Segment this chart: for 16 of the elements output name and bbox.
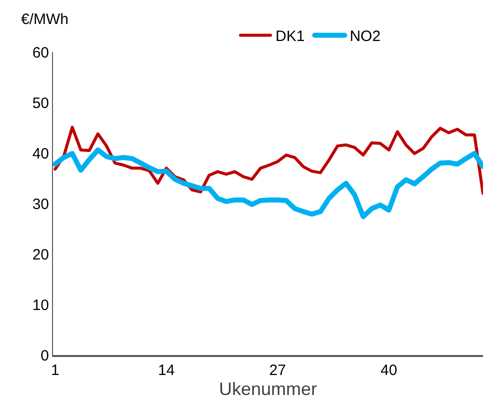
y-tick-label: 10 (32, 296, 49, 314)
legend-label: DK1 (276, 28, 305, 46)
y-tick-label: 20 (32, 246, 49, 264)
x-tick-label: 40 (380, 362, 398, 379)
legend-label: NO2 (350, 28, 381, 46)
y-axis-title: €/MWh (21, 11, 69, 28)
x-tick-label: 14 (158, 362, 175, 379)
x-axis-title: Ukenummer (218, 379, 318, 399)
x-tick-label: 27 (269, 362, 286, 379)
y-tick-label: 60 (32, 44, 49, 62)
y-tick-label: 30 (32, 196, 49, 213)
y-tick-label: 0 (40, 347, 49, 364)
y-tick-label: 40 (32, 145, 49, 162)
x-tick-label: 1 (50, 362, 60, 379)
y-tick-label: 50 (32, 94, 49, 112)
line-series (54, 126, 483, 195)
